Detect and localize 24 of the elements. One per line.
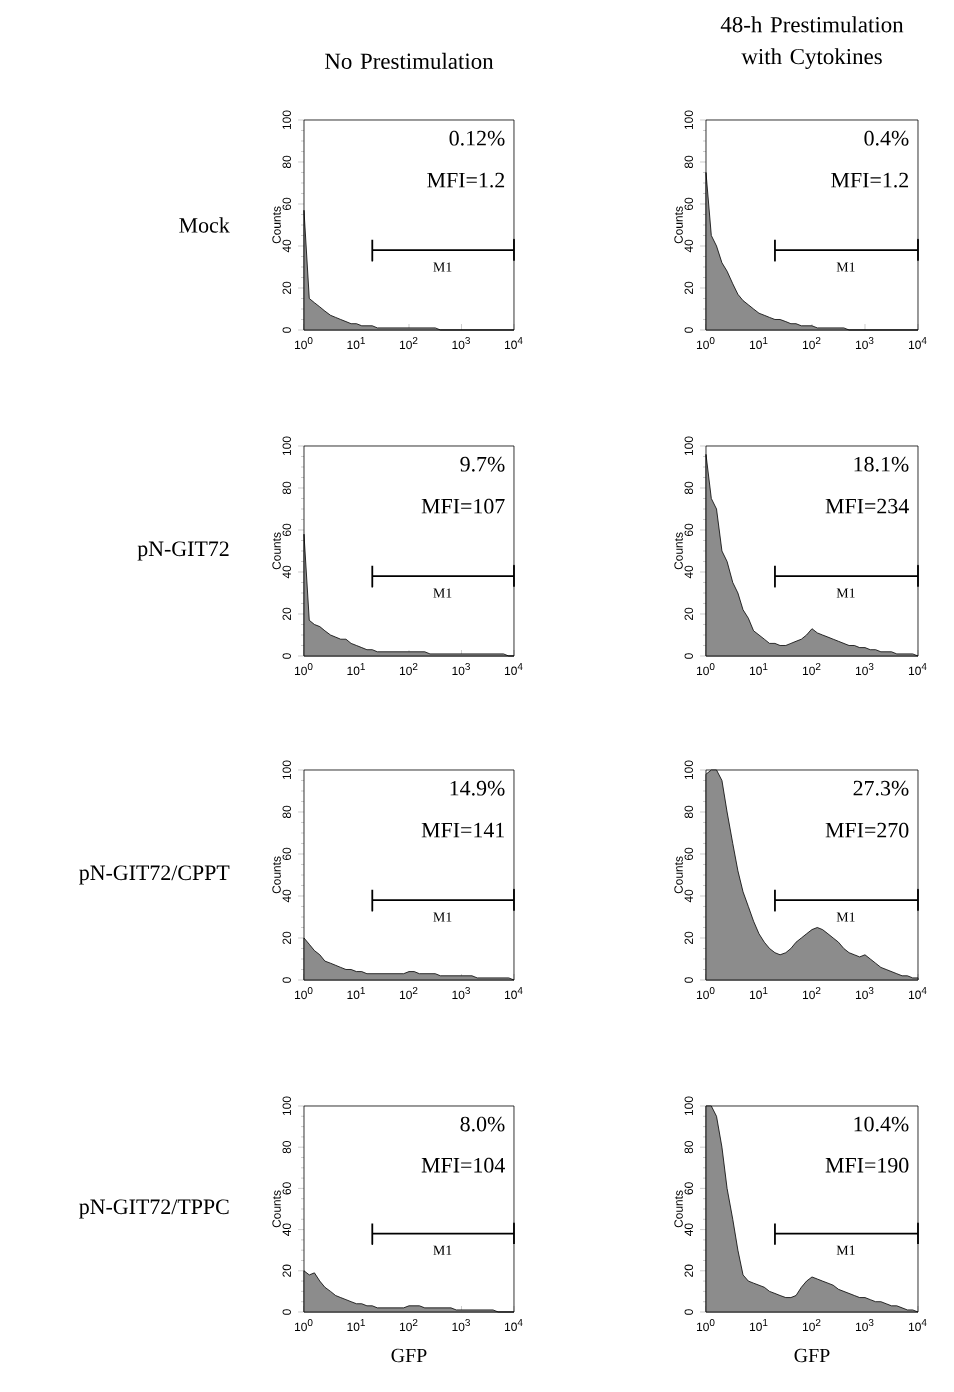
text: pN-GIT72/TPPC [79,1199,229,1219]
annotation: MFI=1.2 [427,172,505,188]
annotation: MFI=104 [421,1157,506,1173]
annotation: MFI=1.2 [831,172,909,188]
annotation: 27.3% [853,780,909,796]
annotation: 14.9% [450,780,505,796]
chart-title: 48-h Prestimulation with Cytokines [720,16,904,69]
annotation: 9.7% [460,456,505,472]
annotation: 18.1% [854,456,909,472]
annotation: 0.12% [449,130,505,146]
annotation: MFI=107 [421,498,505,514]
text: Mock [179,217,230,233]
annotation: 8.0% [460,1116,505,1132]
text: pN-GIT72/CPPT [79,865,230,885]
annotation: 10.4% [854,1116,909,1132]
chart-title: No Prestimulation [325,52,494,69]
x-axis-title: GFP [794,1348,830,1363]
annotation: MFI=234 [825,498,910,514]
annotation: MFI=190 [825,1157,909,1173]
text: pN-GIT72 [137,541,229,561]
annotation: MFI=270 [825,822,909,838]
annotation: 0.4% [864,130,909,146]
annotation: MFI=141 [421,822,505,838]
x-axis-title: GFP [391,1348,427,1363]
